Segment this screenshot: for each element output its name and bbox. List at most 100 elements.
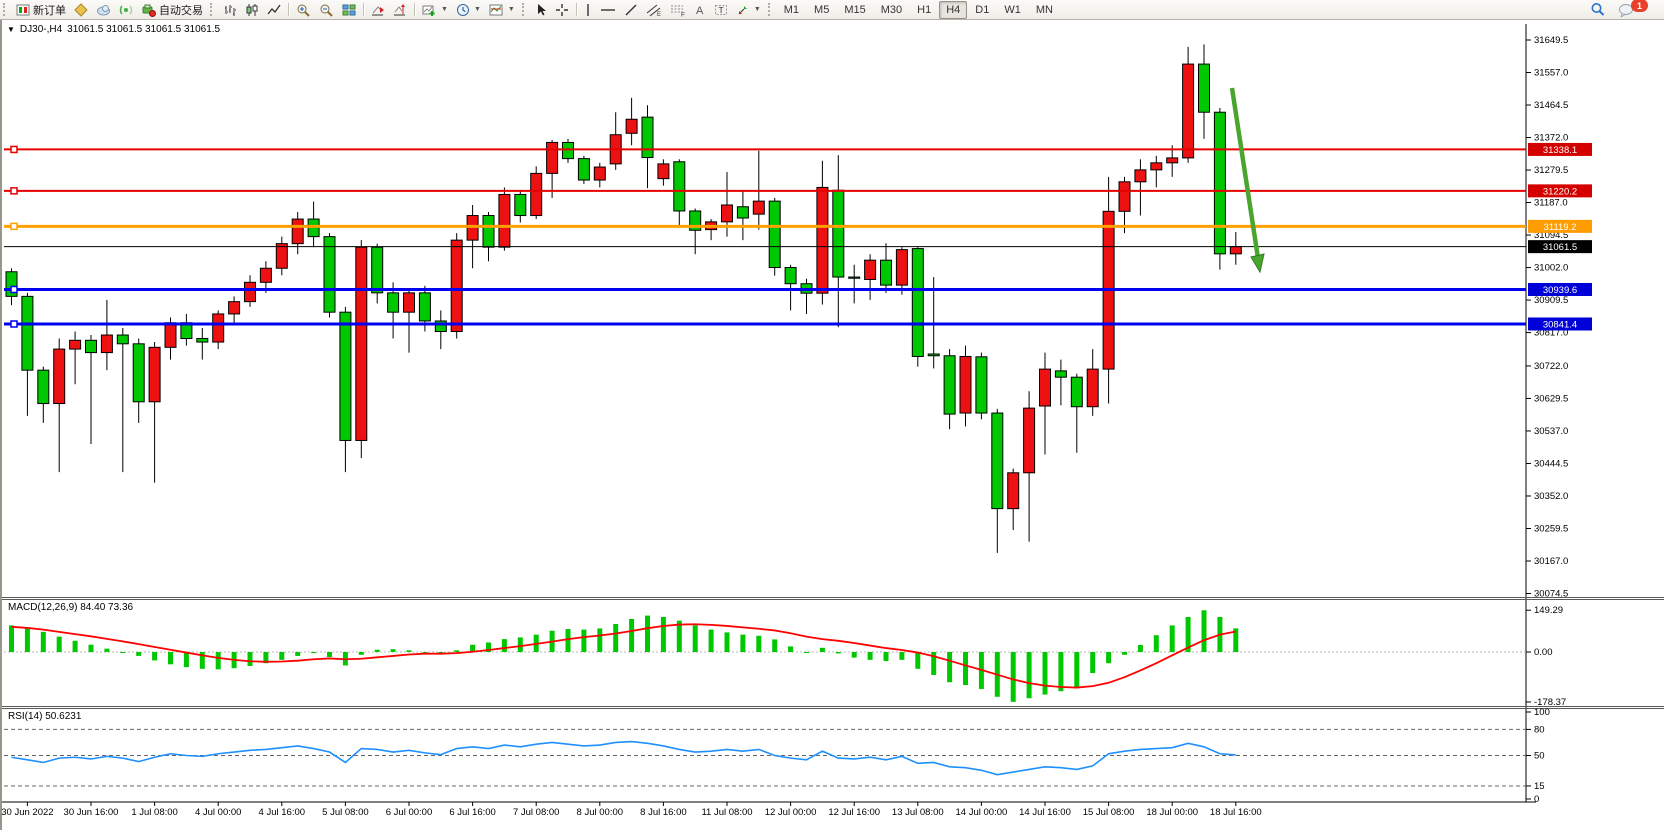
candle [228,301,241,315]
macd-histogram-bar [152,652,158,661]
timeframe-h1[interactable]: H1 [917,3,932,16]
macd-histogram-bar [931,652,937,675]
macd-histogram-bar [406,650,412,652]
candle [641,116,654,159]
timeframe-m1[interactable]: M1 [783,3,800,16]
vertical-line-button[interactable] [580,0,596,19]
candle [975,356,988,414]
fibonacci-button[interactable]: F [666,0,690,19]
toolbar-grip[interactable] [521,3,528,16]
macd-histogram-bar [295,652,301,656]
price-level-handle[interactable] [10,285,18,294]
autotrading-button[interactable]: 自动交易 [137,0,207,19]
trendline-button[interactable] [620,0,642,19]
candle [1054,370,1067,378]
signals-button[interactable] [115,0,137,19]
add-indicator-button[interactable]: ▼ [418,0,452,19]
macd-histogram-bar [597,628,603,652]
bar-chart-button[interactable] [219,0,241,19]
candle [1134,169,1147,183]
macd-histogram-bar [947,652,953,683]
price-tick-label: 31372.0 [1534,133,1568,144]
macd-histogram-bar [899,652,905,660]
timeframe-d1[interactable]: D1 [975,3,990,16]
search-button[interactable] [1586,0,1610,19]
tile-windows-button[interactable] [338,0,360,19]
candle [848,276,861,279]
chevron-down-icon: ▼ [473,6,481,13]
price-tick-label: 31187.0 [1534,198,1568,209]
periods-button[interactable]: ▼ [452,0,485,19]
timeframe-mn[interactable]: MN [1035,3,1053,16]
rsi-tick-label: 0 [1534,794,1539,805]
macd-histogram-bar [835,652,841,654]
line-chart-button[interactable] [263,0,285,19]
time-tick-label: 7 Jul 08:00 [513,807,559,818]
zoom-in-button[interactable] [292,0,315,19]
tile-windows-icon [342,3,356,17]
price-level-badge [1528,219,1592,233]
candle [784,267,797,285]
price-tick-label: 31002.0 [1534,263,1568,274]
autotrading-label: 自动交易 [159,4,203,17]
horizontal-line-button[interactable] [596,0,620,19]
chart-shift-button[interactable] [389,0,411,19]
price-level-badge-label: 30939.6 [1543,285,1577,296]
text-button[interactable]: A [690,0,710,19]
chat-button[interactable]: 1 [1614,0,1658,19]
timeframe-w1[interactable]: W1 [1004,3,1021,16]
rsi-indicator-label: RSI(14) 50.6231 [8,711,82,722]
chart-canvas[interactable]: 31649.5 31557.0 31464.5 31372.0 31279.5 31187… [2,20,1664,830]
macd-histogram-bar [136,652,142,656]
candle [498,193,511,248]
equidistant-channel-button[interactable]: E [642,0,666,19]
timeframe-h4[interactable]: H4 [939,0,968,19]
price-level-badge [1528,240,1592,254]
new-order-label: 新订单 [33,4,66,17]
macd-histogram-bar [1026,652,1032,699]
price-level-handle[interactable] [10,187,18,195]
price-tick-label: 31557.0 [1534,68,1568,79]
chart-title: ▼ DJ30-,H4 31061.5 31061.5 31061.5 31061… [7,24,220,35]
zoom-out-icon [319,3,334,17]
community-button[interactable] [92,0,115,19]
crosshair-button[interactable] [551,0,573,19]
price-tick-label: 30074.5 [1534,589,1568,600]
time-tick-label: 5 Jul 08:00 [322,807,368,818]
rsi-tick-label: 15 [1534,781,1545,792]
candlestick-chart-button[interactable] [241,0,263,19]
macd-tick-label: -178.37 [1534,697,1566,708]
price-level-handle[interactable] [10,145,18,154]
candle [991,412,1004,510]
new-order-button[interactable]: 新订单 [12,0,70,19]
auto-scroll-button[interactable] [367,0,389,19]
toolbar-grip[interactable] [210,3,216,16]
time-tick-label: 8 Jul 16:00 [640,807,686,818]
toolbar-grip[interactable] [3,3,9,16]
time-tick-label: 14 Jul 00:00 [956,807,1008,818]
timeframe-m5[interactable]: M5 [814,3,830,16]
equidistant-channel-icon: E [646,3,662,18]
price-level-handle[interactable] [10,320,18,328]
candle [832,189,845,278]
trend-arrow[interactable] [1229,87,1261,259]
templates-button[interactable]: ▼ [485,0,519,19]
zoom-out-button[interactable] [315,0,338,19]
text-label-button[interactable]: T [710,0,732,19]
chart-collapse-button[interactable]: ▼ [7,25,15,34]
timeframe-m15[interactable]: M15 [844,3,866,16]
timeframe-m30[interactable]: M30 [880,3,903,16]
price-level-handle[interactable] [10,222,18,231]
candle [625,118,638,134]
funnel-icon [74,2,88,17]
shapes-icon [736,3,750,17]
text-label-icon: T [714,3,728,17]
funnel-button[interactable] [70,0,92,19]
trend-arrow-head[interactable] [1250,253,1265,274]
time-tick-label: 11 Jul 08:00 [701,807,752,818]
toolbar-grip[interactable] [767,3,774,16]
macd-histogram-bar [676,620,682,652]
shapes-button[interactable]: ▼ [732,0,765,19]
candle [85,339,97,354]
cursor-button[interactable] [531,0,551,19]
